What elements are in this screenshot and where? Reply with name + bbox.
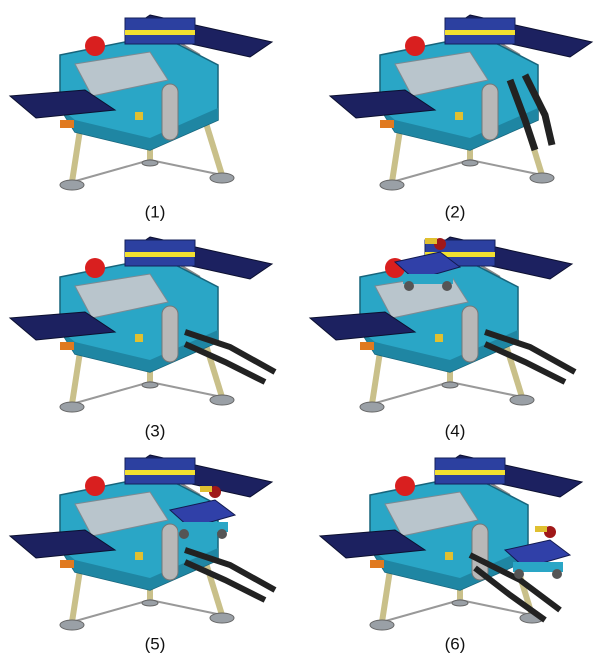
panel-label: (6) <box>445 634 466 653</box>
panel-2 <box>330 15 592 190</box>
panel-4 <box>310 237 575 412</box>
panel-label: (5) <box>145 634 166 653</box>
panel-1 <box>10 15 272 190</box>
figure: (1) (2) (3) (4) (5) (6) <box>0 0 600 659</box>
panel-label: (2) <box>445 202 466 221</box>
panel-3 <box>10 237 275 412</box>
panel-label: (1) <box>145 202 166 221</box>
panel-label: (3) <box>145 421 166 440</box>
panel-6 <box>320 455 582 630</box>
panel-5 <box>10 455 275 630</box>
panel-label: (4) <box>445 421 466 440</box>
